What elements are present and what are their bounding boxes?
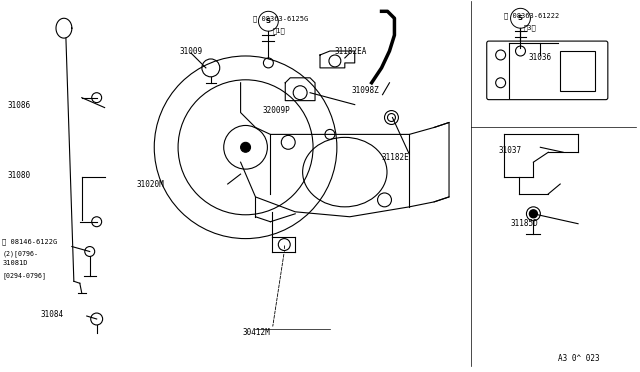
Text: Ⓑ 08146-6122G: Ⓑ 08146-6122G (3, 238, 58, 245)
Text: 31098Z: 31098Z (352, 86, 380, 95)
Text: （1）: （1） (273, 28, 285, 35)
Circle shape (241, 142, 250, 152)
Text: 30412M: 30412M (243, 328, 270, 337)
Text: 31036: 31036 (529, 54, 552, 62)
Text: 31185D: 31185D (511, 219, 538, 228)
Text: 31086: 31086 (7, 101, 31, 110)
Text: （3）: （3） (524, 25, 536, 32)
Text: Ⓢ 08363-61222: Ⓢ 08363-61222 (504, 12, 559, 19)
Text: 31182EA: 31182EA (335, 46, 367, 55)
Text: 31081D: 31081D (3, 260, 28, 266)
Text: 32009P: 32009P (262, 106, 290, 115)
Text: S: S (518, 15, 523, 21)
Circle shape (529, 210, 538, 218)
Text: 31037: 31037 (499, 146, 522, 155)
Text: S: S (266, 18, 271, 24)
Bar (560, 51, 595, 91)
Text: (2)[0796-: (2)[0796- (3, 250, 38, 257)
Text: 31009: 31009 (179, 46, 202, 55)
Text: 31080: 31080 (7, 171, 31, 180)
Text: Ⓢ 08363-6125G: Ⓢ 08363-6125G (253, 15, 308, 22)
Text: 31084: 31084 (40, 310, 63, 318)
Text: A3 0^ 023: A3 0^ 023 (558, 354, 600, 363)
Text: 31182E: 31182E (381, 153, 410, 162)
Text: 31020M: 31020M (136, 180, 164, 189)
Text: [0294-0796]: [0294-0796] (3, 272, 46, 279)
